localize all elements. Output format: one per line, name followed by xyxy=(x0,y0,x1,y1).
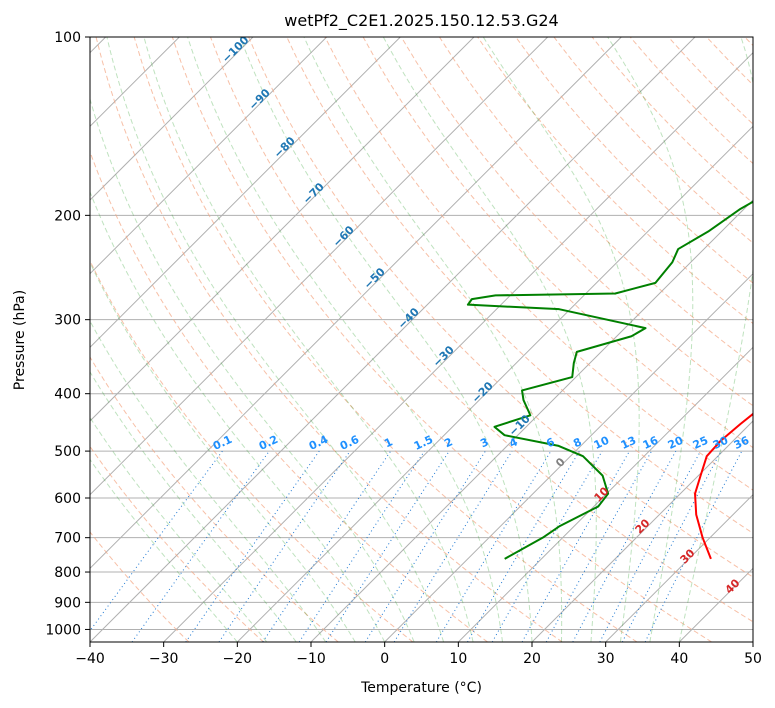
mixing-ratio-line xyxy=(131,450,270,642)
x-tick-label: 30 xyxy=(597,651,615,667)
moist-adiabat-line xyxy=(239,37,533,642)
y-tick-label: 800 xyxy=(54,565,81,581)
moist-adiabat-line xyxy=(678,37,753,642)
y-tick-label: 600 xyxy=(54,491,81,507)
mixing-ratio-line xyxy=(572,450,677,642)
mixing-ratio-line xyxy=(218,450,351,642)
moist-adiabat-line xyxy=(303,37,563,642)
mixing-ratio-line xyxy=(90,450,223,632)
isotherm-line xyxy=(531,420,753,642)
x-tick-label: −10 xyxy=(296,651,326,667)
dry-adiabat-line xyxy=(90,356,339,642)
moist-adiabat-line xyxy=(90,320,327,642)
isotherm-line xyxy=(605,493,753,642)
mixing-ratio-label: 16 xyxy=(641,434,661,452)
isotherm-line xyxy=(236,125,753,642)
x-tick-label: 10 xyxy=(449,651,467,667)
profile-lines xyxy=(466,200,753,560)
y-tick-label: 200 xyxy=(54,208,81,224)
mixing-ratio-label: 10 xyxy=(592,434,612,452)
x-tick-label: 40 xyxy=(670,651,688,667)
dry-adiabat-line xyxy=(400,37,753,407)
chart-title: wetPf2_C2E1.2025.150.12.53.G24 xyxy=(284,11,558,31)
plot-frame xyxy=(89,36,754,643)
isotherm-line xyxy=(457,346,753,642)
moist-adiabat-line xyxy=(607,37,694,642)
moist-adiabat-line xyxy=(482,37,640,642)
mixing-ratio-label: 25 xyxy=(691,434,710,452)
mixing-ratio-label: 20 xyxy=(666,434,686,452)
dewpoint-profile-line xyxy=(466,200,753,560)
moist-adiabat-line xyxy=(106,37,445,642)
y-tick-label: 1000 xyxy=(45,622,81,638)
mixing-ratio-line xyxy=(262,450,392,642)
moist-adiabat-line xyxy=(90,458,238,642)
y-axis: 100 200 300 400 500 600 700 800 900 1000 xyxy=(45,30,90,638)
y-axis-title: Pressure (hPa) xyxy=(12,290,28,390)
isotherm-line xyxy=(90,37,328,275)
mixing-ratio-label: 30 xyxy=(711,434,731,452)
x-tick-label: 0 xyxy=(380,651,389,667)
isotherm-line xyxy=(90,37,696,642)
moist-adiabat-line xyxy=(90,416,268,642)
x-axis: −40 −30 −20 −10 0 10 20 30 40 50 xyxy=(75,642,762,667)
x-tick-label: −40 xyxy=(75,651,105,667)
moist-adiabat-line xyxy=(187,37,504,642)
x-tick-label: −30 xyxy=(149,651,179,667)
dry-adiabat-line xyxy=(90,445,264,642)
y-tick-label: 700 xyxy=(54,531,81,547)
y-tick-label: 500 xyxy=(54,444,81,460)
dry-adiabat-line xyxy=(210,37,753,623)
dry-adiabat-line xyxy=(90,531,190,642)
y-tick-label: 300 xyxy=(54,313,81,329)
temperature-profile-line xyxy=(694,412,753,560)
isotherm-line xyxy=(163,51,753,642)
dry-adiabat-line xyxy=(248,37,753,578)
mixing-ratio-label: 13 xyxy=(619,434,638,452)
mixing-ratio-line xyxy=(325,450,450,642)
moist-adiabat-line xyxy=(382,37,597,642)
mixing-ratio-line xyxy=(545,450,653,642)
moist-adiabat-line xyxy=(90,190,386,642)
dry-adiabat-line xyxy=(90,150,488,642)
dry-adiabat-line xyxy=(171,37,712,642)
x-tick-label: −20 xyxy=(223,651,253,667)
reference-lines xyxy=(90,37,753,642)
x-axis-title: Temperature (°C) xyxy=(360,680,482,696)
mixing-ratio-label: 36 xyxy=(732,434,752,452)
isotherm-line xyxy=(90,37,549,496)
isotherm-line xyxy=(90,37,475,422)
mixing-ratio-line xyxy=(298,450,425,642)
isotherm-line xyxy=(90,37,254,201)
x-tick-label: 50 xyxy=(744,651,762,667)
isotherm-line xyxy=(90,37,401,349)
dry-adiabat-line xyxy=(324,37,753,491)
dry-adiabat-line xyxy=(95,37,563,642)
dry-adiabat-line xyxy=(133,37,638,642)
y-tick-label: 900 xyxy=(54,595,81,611)
moist-adiabat-line xyxy=(143,37,474,642)
moist-adiabat-line xyxy=(90,261,356,642)
isotherm-line xyxy=(90,37,622,570)
x-tick-label: 20 xyxy=(523,651,541,667)
y-tick-label: 400 xyxy=(54,387,81,403)
y-tick-label: 100 xyxy=(54,30,81,46)
isotherm-line xyxy=(384,272,753,642)
dry-adiabat-line xyxy=(90,259,414,642)
dry-adiabat-line xyxy=(439,37,753,366)
mixing-ratio-line xyxy=(185,450,320,642)
dry-adiabat-line xyxy=(515,37,753,284)
